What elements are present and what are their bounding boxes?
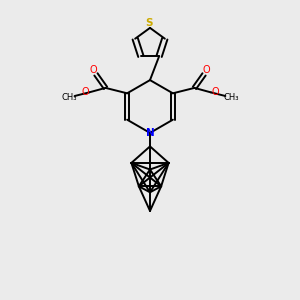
Text: S: S <box>146 18 153 28</box>
Text: O: O <box>81 87 88 98</box>
Text: CH₃: CH₃ <box>223 93 239 102</box>
Text: O: O <box>212 87 219 98</box>
Text: N: N <box>146 128 154 138</box>
Text: CH₃: CH₃ <box>61 93 77 102</box>
Text: O: O <box>90 65 97 75</box>
Text: O: O <box>203 65 210 75</box>
